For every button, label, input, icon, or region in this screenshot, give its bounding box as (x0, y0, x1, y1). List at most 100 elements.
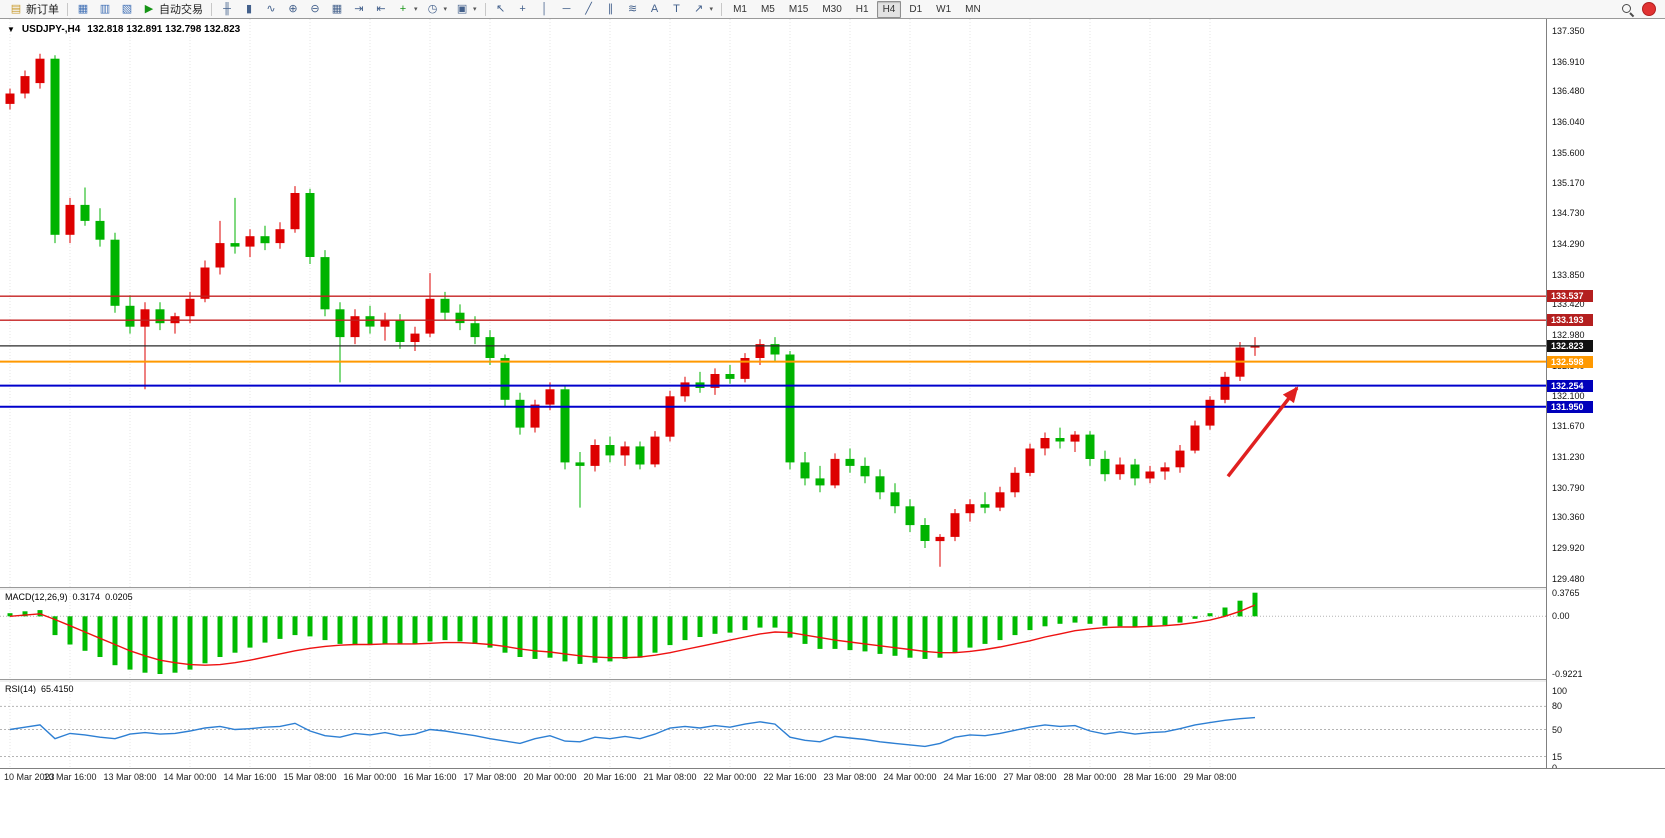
indicators-icon: + (399, 2, 407, 15)
time-axis-label: 17 Mar 08:00 (463, 772, 517, 782)
price-axis-tick: 129.920 (1552, 543, 1585, 553)
rsi-axis-tick: 15 (1552, 751, 1563, 762)
candlestick-chart-icon: ▮ (245, 2, 253, 15)
candlestick-chart-button[interactable]: ▮ (238, 1, 260, 18)
price-badge-133.193: 133.193 (1547, 314, 1593, 327)
templates-button[interactable]: ▣ ▾ (451, 1, 481, 18)
bar-chart-button[interactable]: ╫ (216, 1, 238, 18)
price-axis-tick: 134.730 (1552, 208, 1585, 219)
macd-axis-tick: 0.00 (1552, 611, 1570, 622)
zoom-out-button[interactable]: ⊖ (304, 1, 326, 18)
time-axis-label: 24 Mar 00:00 (883, 772, 937, 782)
price-axis-tick: 130.790 (1552, 482, 1585, 493)
text-label-button[interactable]: T (666, 1, 688, 18)
panel-splitter[interactable] (0, 679, 1665, 683)
trendline-button[interactable]: ╱ (578, 1, 600, 18)
macd-value-signal: 0.0205 (105, 592, 133, 602)
price-axis-tick: 134.290 (1552, 238, 1585, 249)
horizontal-line-button[interactable]: ─ (556, 1, 578, 18)
timeframe-d1[interactable]: D1 (909, 3, 923, 15)
chevron-down-icon[interactable]: ▾ (473, 6, 477, 13)
cursor-button[interactable]: ↖ (490, 1, 512, 18)
fibonacci-button[interactable]: ≋ (622, 1, 644, 18)
data-window-button[interactable]: ▥ (94, 1, 116, 18)
price-axis-tick: 132.100 (1552, 391, 1585, 402)
timeframe-mn[interactable]: MN (965, 3, 981, 15)
macd-value-main: 0.3174 (72, 592, 101, 602)
crosshair-button[interactable]: + (512, 1, 534, 18)
zoom-in-button[interactable]: ⊕ (282, 1, 304, 18)
text-button[interactable]: A (644, 1, 666, 18)
chevron-down-icon[interactable]: ▾ (709, 6, 714, 13)
vertical-line-icon: │ (541, 2, 548, 15)
periods-icon: ◷ (427, 2, 438, 15)
search-icon[interactable] (1621, 3, 1634, 16)
arrows-icon: ↗ (693, 2, 704, 15)
data-window-icon: ▥ (99, 2, 111, 15)
macd-histogram (7, 592, 1258, 674)
time-axis-label: 20 Mar 00:00 (523, 772, 577, 782)
indicators-button[interactable]: + ▾ (392, 1, 422, 18)
auto-trading-button[interactable]: ▶ 自动交易 (138, 1, 207, 18)
chevron-down-icon[interactable]: ▾ (443, 6, 448, 13)
time-axis-label: 21 Mar 08:00 (643, 772, 697, 782)
price-axis-tick: 136.480 (1552, 86, 1585, 97)
macd-panel[interactable]: MACD(12,26,9) 0.3174 0.0205 (0, 590, 1546, 679)
time-axis-label: 28 Mar 00:00 (1063, 772, 1117, 782)
macd-canvas[interactable] (0, 590, 1546, 679)
auto-scroll-button[interactable]: ⇥ (348, 1, 370, 18)
chart-window: ▼ USDJPY-,H4 132.818 132.891 132.798 132… (0, 19, 1665, 787)
rsi-params: RSI(14) (5, 684, 37, 694)
auto-trading-icon: ▶ (144, 2, 154, 15)
chevron-down-icon[interactable]: ▾ (414, 6, 418, 13)
toolbar-separator (67, 2, 68, 16)
line-chart-button[interactable]: ∿ (260, 1, 282, 18)
price-axis-tick: 131.230 (1552, 451, 1585, 462)
panel-splitter[interactable] (0, 587, 1665, 591)
notification-badge[interactable] (1642, 2, 1656, 16)
market-watch-button[interactable]: ▦ (72, 1, 94, 18)
price-chart-canvas[interactable] (0, 19, 1546, 587)
chart-shift-button[interactable]: ⇤ (370, 1, 392, 18)
periods-button[interactable]: ◷ ▾ (422, 1, 452, 18)
terminal-button[interactable]: ▧ (116, 1, 138, 18)
toolbar-separator (211, 2, 212, 16)
macd-axis-tick: 0.3765 (1552, 587, 1580, 598)
timeframe-m1[interactable]: M1 (733, 3, 747, 15)
main-chart-panel[interactable]: ▼ USDJPY-,H4 132.818 132.891 132.798 132… (0, 19, 1546, 587)
rsi-value: 65.4150 (41, 684, 74, 694)
fibonacci-icon: ≋ (627, 2, 638, 15)
time-axis-label: 14 Mar 16:00 (223, 772, 277, 782)
price-axis-tick: 133.850 (1552, 269, 1585, 280)
trend-arrow-annotation[interactable] (1226, 386, 1299, 478)
one-click-panel-toggle[interactable]: ▼ (7, 25, 15, 34)
arrows-button[interactable]: ↗ ▾ (688, 1, 718, 18)
timeframe-h4[interactable]: H4 (876, 0, 902, 18)
tile-windows-button[interactable]: ▦ (326, 1, 348, 18)
toolbar-separator (721, 2, 723, 16)
chart-shift-icon: ⇤ (376, 2, 386, 15)
vertical-line-button[interactable]: │ (534, 1, 556, 18)
text-label-icon: T (673, 2, 680, 15)
time-axis-label: 14 Mar 00:00 (163, 772, 217, 782)
price-axis-tick: 129.480 (1552, 573, 1585, 584)
new-order-button[interactable]: ▤ 新订单 (5, 1, 63, 18)
rsi-canvas[interactable] (0, 682, 1546, 768)
auto-scroll-icon: ⇥ (354, 2, 364, 15)
equidistant-channel-button[interactable]: ∥ (600, 1, 622, 18)
crosshair-icon: + (519, 2, 526, 15)
timeframe-m15[interactable]: M15 (788, 3, 809, 15)
time-axis-label: 24 Mar 16:00 (943, 772, 997, 782)
timeframe-m30[interactable]: M30 (822, 3, 842, 15)
price-axis-tick: 131.670 (1552, 421, 1585, 432)
time-axis-label: 16 Mar 00:00 (343, 772, 397, 782)
timeframe-m5[interactable]: M5 (760, 3, 775, 15)
time-axis-label: 29 Mar 08:00 (1183, 772, 1237, 782)
time-axis[interactable]: 10 Mar 2023 10 Mar 16:00 13 Mar 08:00 14 Ma… (0, 768, 1665, 787)
timeframe-h1[interactable]: H1 (855, 3, 869, 15)
price-axis[interactable]: 137.350 136.910 136.480 136.040 135.600 135.1… (1546, 19, 1665, 773)
price-axis-tick: 135.600 (1552, 147, 1585, 158)
timeframe-w1[interactable]: W1 (936, 3, 952, 15)
price-axis-tick: 137.350 (1552, 25, 1585, 36)
rsi-panel[interactable]: RSI(14) 65.4150 (0, 682, 1546, 768)
